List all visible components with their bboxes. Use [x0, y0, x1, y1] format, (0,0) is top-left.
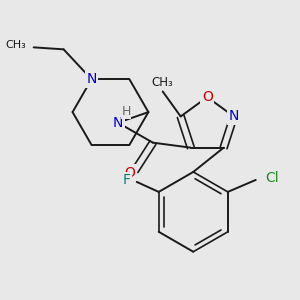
Text: H: H [121, 105, 131, 118]
Text: N: N [113, 116, 123, 130]
Text: O: O [124, 166, 135, 180]
Text: F: F [123, 173, 131, 187]
Text: O: O [202, 90, 213, 104]
Text: CH₃: CH₃ [152, 76, 174, 89]
Text: N: N [86, 72, 97, 86]
Text: Cl: Cl [266, 171, 279, 185]
Text: CH₃: CH₃ [5, 40, 26, 50]
Text: N: N [229, 110, 239, 123]
